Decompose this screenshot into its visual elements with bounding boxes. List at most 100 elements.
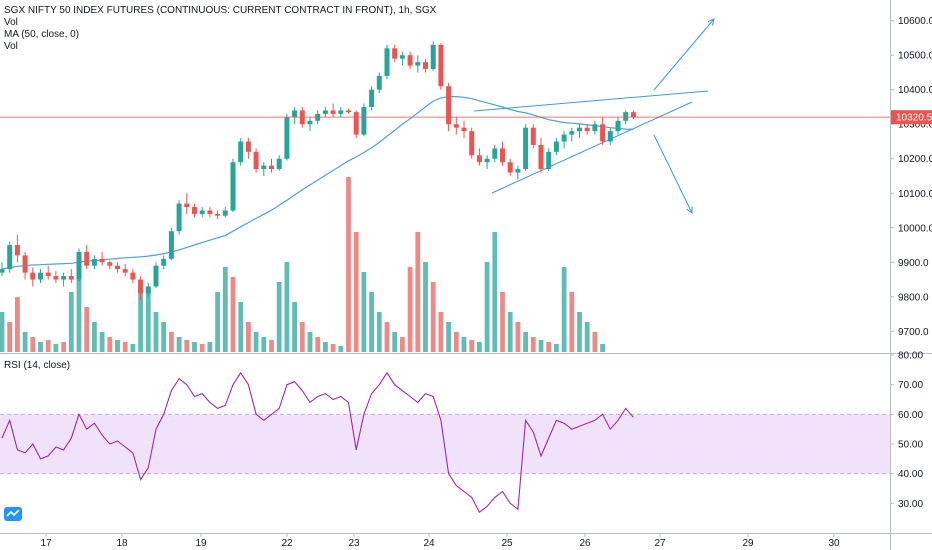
volume-bar [392, 332, 398, 352]
time-tick-label: 22 [281, 538, 293, 549]
candle-body [469, 131, 475, 156]
candle-body [569, 131, 575, 135]
volume-bar [138, 282, 143, 352]
candle-body [484, 158, 490, 163]
time-tick-label: 19 [195, 538, 207, 549]
candle-body [245, 141, 251, 152]
volume-bar [330, 344, 336, 352]
volume-bar [307, 332, 313, 352]
volume-bar [477, 342, 482, 352]
candle-body [353, 112, 359, 135]
vol-legend-2: Vol [4, 41, 18, 52]
rsi-band [0, 413, 890, 475]
volume-bar [369, 292, 374, 352]
volume-bar [584, 322, 590, 352]
price-tick-label: 10500.0 [898, 51, 932, 62]
volume-bar [84, 307, 90, 352]
candle-body [238, 141, 244, 163]
rsi-tick-label: 30.00 [898, 499, 923, 510]
volume-bar [76, 262, 82, 352]
candle-body [176, 203, 182, 232]
candle-body [584, 127, 590, 132]
candle-body [7, 245, 13, 270]
candle-body [507, 162, 513, 173]
candle-body [600, 124, 606, 142]
candle-body [376, 75, 382, 90]
candle-body [107, 262, 113, 266]
price-tick-label: 9900.0 [898, 258, 929, 269]
price-tick-label: 9800.0 [898, 292, 929, 303]
candle-body [407, 55, 413, 66]
candle-body [453, 124, 459, 128]
volume-bar [353, 232, 359, 352]
volume-bar [569, 292, 575, 352]
candle-body [138, 279, 144, 294]
volume-bar [22, 332, 28, 352]
volume-bar [261, 337, 267, 352]
volume-bar [423, 262, 428, 352]
price-axis[interactable]: 10600.0 10500.0 10400.0 10300.0 10200.0 10100… [890, 16, 932, 510]
volume-bar [15, 297, 20, 352]
ma-50-line [1, 95, 634, 270]
ma-legend: MA (50, close, 0) [4, 29, 80, 40]
volume-bar [284, 262, 290, 352]
candle-body [461, 127, 467, 132]
candle-body [623, 112, 629, 121]
candle-body [0, 269, 5, 273]
volume-bar [407, 267, 413, 352]
rsi-tick-label: 60.00 [898, 410, 923, 421]
price-tick-label: 10300.0 [898, 120, 932, 131]
candle-body [99, 258, 105, 263]
candle-body [546, 151, 552, 170]
time-tick-label: 17 [40, 538, 52, 549]
volume-bar [292, 302, 297, 352]
price-tick-label: 10200.0 [898, 154, 932, 165]
candle-body [199, 210, 205, 214]
candle-body [561, 134, 567, 142]
candle-body [53, 276, 59, 280]
volume-bar [438, 312, 444, 352]
rsi-line [1, 371, 634, 514]
volume-bar [184, 340, 190, 352]
candle-body [530, 127, 536, 145]
rsi-tick-label: 80.00 [898, 351, 923, 362]
candle-body [615, 120, 621, 132]
candle-body [307, 120, 313, 125]
candle-body [14, 245, 20, 256]
candle-body [122, 269, 128, 273]
candle-body [115, 265, 120, 270]
volume-bar [315, 337, 321, 352]
volume-bar [130, 344, 136, 352]
candle-body [330, 110, 336, 114]
candle-body [361, 106, 367, 135]
volume-bar [500, 292, 505, 352]
candle-body [369, 89, 375, 107]
candle-body [284, 117, 290, 159]
candle-body [45, 272, 51, 277]
volume-bar [222, 267, 228, 352]
candle-body [22, 255, 28, 273]
volume-bar [323, 342, 328, 352]
candle-body [153, 265, 159, 287]
candle-body [222, 210, 228, 216]
price-tick-label: 10600.0 [898, 16, 932, 27]
candle-body [446, 86, 452, 125]
candle-body [30, 272, 36, 280]
time-tick-label: 24 [423, 538, 435, 549]
time-axis[interactable]: 17 18 19 22 23 24 25 26 27 29 30 [40, 533, 840, 549]
volume-bar [161, 322, 167, 352]
candle-body [192, 207, 197, 214]
volume-bar [384, 322, 390, 352]
volume-bar [122, 342, 128, 352]
volume-bar [199, 344, 205, 352]
candle-body [607, 131, 613, 142]
candle-body [392, 48, 398, 59]
volume-bar [453, 332, 459, 352]
volume-bar [269, 340, 274, 352]
candle-body [322, 110, 328, 114]
tradingview-logo-icon [4, 507, 22, 521]
candle-body [215, 213, 221, 216]
volume-bar [376, 312, 382, 352]
volume-bar [45, 340, 51, 352]
